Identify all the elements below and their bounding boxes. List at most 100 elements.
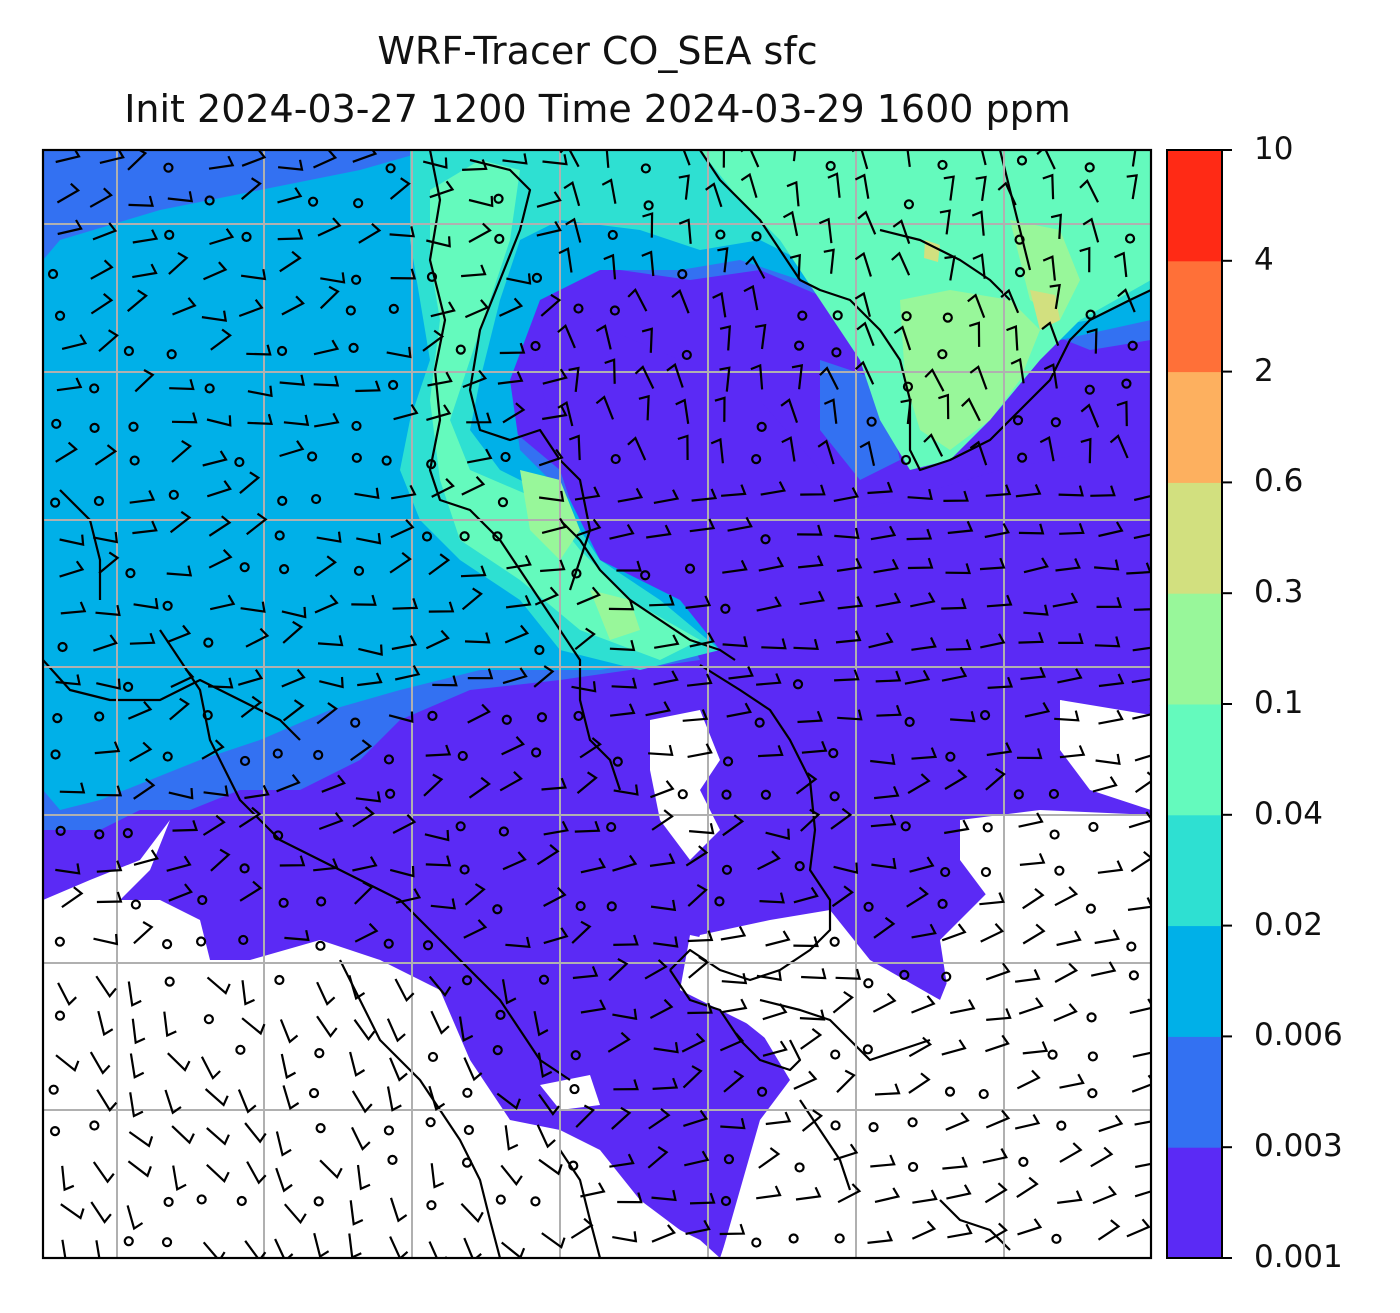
wind-barb bbox=[314, 412, 340, 428]
wind-barb bbox=[831, 885, 854, 908]
calm-wind-marker bbox=[937, 349, 948, 360]
calm-wind-marker bbox=[492, 531, 503, 542]
calm-wind-marker bbox=[308, 1087, 320, 1099]
wind-barb bbox=[133, 597, 159, 610]
wind-barb bbox=[351, 1090, 373, 1114]
wind-barb bbox=[496, 1092, 521, 1110]
wind-barb bbox=[675, 398, 690, 424]
calm-wind-marker bbox=[459, 531, 470, 542]
wind-barb bbox=[1094, 559, 1120, 571]
wind-barb bbox=[313, 150, 338, 169]
calm-wind-marker bbox=[794, 1162, 805, 1173]
wind-barb bbox=[800, 1028, 823, 1050]
wind-barb bbox=[169, 379, 195, 391]
tracer-contour-03 bbox=[1030, 290, 1060, 330]
wind-barb bbox=[536, 220, 562, 237]
wind-barb bbox=[497, 371, 524, 385]
wind-barb bbox=[240, 601, 266, 613]
calm-wind-marker bbox=[49, 1125, 61, 1137]
wind-barb bbox=[282, 699, 305, 722]
wind-barb bbox=[576, 771, 598, 794]
calm-wind-marker bbox=[714, 896, 725, 907]
wind-barb bbox=[875, 670, 902, 683]
calm-wind-marker bbox=[196, 936, 207, 947]
wind-barb bbox=[795, 1186, 822, 1201]
calm-wind-marker bbox=[573, 303, 584, 314]
wind-barb bbox=[985, 1109, 1011, 1129]
calm-wind-marker bbox=[236, 1195, 247, 1207]
calm-wind-marker bbox=[462, 1087, 473, 1098]
wind-barb bbox=[781, 436, 796, 462]
wind-barb bbox=[969, 440, 988, 466]
wind-barb bbox=[389, 551, 412, 574]
calm-wind-marker bbox=[607, 229, 618, 241]
wind-barb bbox=[392, 598, 419, 610]
calm-wind-marker bbox=[907, 1117, 918, 1128]
wind-barb bbox=[98, 551, 120, 574]
wind-barb bbox=[390, 519, 415, 539]
wind-barb bbox=[171, 1125, 195, 1145]
calm-wind-marker bbox=[383, 1125, 395, 1136]
wind-barb bbox=[677, 434, 689, 461]
wind-barb bbox=[856, 321, 875, 347]
wind-barb bbox=[319, 676, 344, 689]
wind-barb bbox=[1094, 929, 1120, 945]
wind-barb bbox=[1000, 288, 1020, 314]
wind-barb bbox=[313, 1232, 330, 1258]
calm-wind-marker bbox=[573, 710, 584, 722]
wind-barb bbox=[166, 624, 192, 644]
wind-barb bbox=[466, 448, 493, 464]
wind-barb bbox=[1017, 1218, 1043, 1236]
calm-wind-marker bbox=[123, 1236, 134, 1247]
wind-barb bbox=[394, 665, 421, 681]
wind-barb bbox=[355, 380, 381, 393]
wind-barb bbox=[792, 150, 797, 162]
wind-barb bbox=[505, 936, 531, 949]
calm-wind-marker bbox=[313, 749, 324, 761]
wind-barb bbox=[892, 219, 911, 244]
wind-barb bbox=[1090, 1146, 1114, 1168]
wind-barb bbox=[1098, 1114, 1124, 1133]
calm-wind-marker bbox=[720, 1195, 732, 1207]
wind-barb bbox=[237, 1089, 257, 1114]
wind-barb bbox=[354, 881, 374, 905]
wind-barb bbox=[170, 668, 195, 688]
calm-wind-marker bbox=[123, 345, 135, 357]
wind-barb bbox=[689, 632, 715, 648]
wind-barb bbox=[543, 820, 569, 836]
calm-wind-marker bbox=[238, 934, 249, 946]
calm-wind-marker bbox=[1056, 1120, 1067, 1131]
wind-barb bbox=[756, 596, 782, 612]
wind-barb bbox=[464, 883, 486, 906]
wind-barb bbox=[277, 159, 304, 171]
wind-barb bbox=[127, 981, 142, 1007]
colorbar-tick-label: 0.6 bbox=[1254, 463, 1304, 500]
wind-barb bbox=[1010, 357, 1025, 384]
calm-wind-marker bbox=[1049, 829, 1060, 840]
wind-barb bbox=[827, 172, 841, 198]
wind-barb bbox=[536, 1124, 556, 1149]
calm-wind-marker bbox=[239, 755, 251, 767]
wind-barb bbox=[95, 975, 117, 999]
calm-wind-marker bbox=[937, 159, 948, 171]
calm-wind-marker bbox=[538, 974, 550, 985]
wind-barb bbox=[61, 1239, 67, 1258]
wind-barb bbox=[281, 668, 306, 688]
wind-barb bbox=[56, 182, 81, 204]
calm-wind-marker bbox=[979, 710, 991, 721]
calm-wind-marker bbox=[388, 303, 399, 314]
calm-wind-marker bbox=[493, 193, 504, 204]
calm-wind-marker bbox=[612, 756, 623, 767]
calm-wind-marker bbox=[196, 1194, 207, 1205]
calm-wind-marker bbox=[982, 822, 993, 833]
wind-barb bbox=[279, 440, 305, 458]
wind-barb bbox=[1098, 709, 1124, 725]
wind-barb bbox=[720, 925, 747, 941]
wind-barb bbox=[129, 1053, 145, 1079]
wind-barb bbox=[431, 478, 455, 498]
wind-barb bbox=[1054, 710, 1080, 722]
colorbar-tick-label: 10 bbox=[1254, 131, 1294, 167]
wind-barb bbox=[653, 936, 679, 948]
wind-barb bbox=[163, 1011, 177, 1038]
wind-barb bbox=[168, 251, 189, 275]
